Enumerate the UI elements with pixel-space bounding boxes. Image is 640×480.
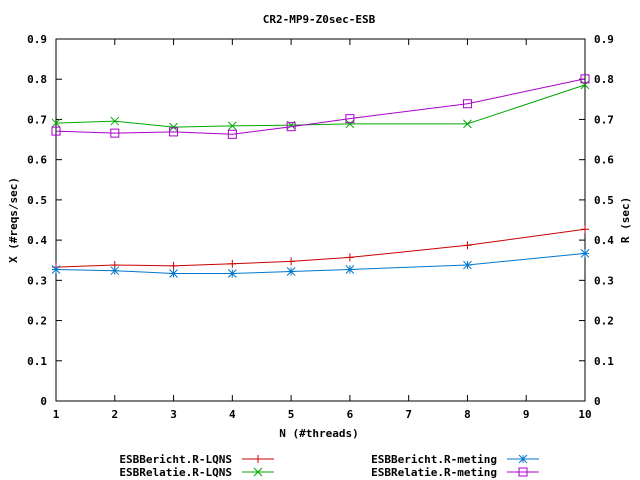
x-tick-label: 9	[523, 408, 530, 421]
y-tick-label: 0.8	[27, 73, 47, 86]
y-tick-label: 0.5	[27, 194, 47, 207]
legend-swatch-marker	[253, 467, 263, 477]
legend-label: ESBBericht.R-LQNS	[119, 453, 232, 466]
data-point	[169, 122, 178, 132]
series-3	[51, 74, 590, 139]
x-tick-label: 2	[111, 408, 118, 421]
y2-tick-label: 0.1	[594, 355, 614, 368]
data-point	[51, 118, 61, 128]
data-point	[580, 80, 590, 90]
y-tick-label: 0.3	[27, 274, 47, 287]
data-point	[110, 116, 120, 126]
legend-swatch-marker	[518, 467, 528, 477]
x-tick-label: 8	[464, 408, 471, 421]
data-point	[169, 261, 178, 270]
data-point	[228, 259, 237, 268]
y-axis-label: X (#reqs/sec)	[7, 177, 20, 263]
data-point	[463, 260, 472, 270]
y-tick-label: 0	[40, 395, 47, 408]
y-axis-left: 0 0.1 0.2 0.3 0.4 0.5 0.6 0.7 0.8 0.9	[27, 33, 62, 408]
y2-tick-label: 0.3	[594, 274, 614, 287]
y2-tick-label: 0	[594, 395, 601, 408]
legend-swatch-marker	[254, 455, 262, 463]
legend-label: ESBRelatie.R-LQNS	[119, 466, 232, 479]
legend-entry: ESBBericht.R-LQNS	[119, 453, 274, 466]
data-point	[462, 99, 472, 109]
legend-label: ESBBericht.R-meting	[371, 453, 497, 466]
data-point	[580, 74, 590, 84]
data-point	[169, 127, 179, 137]
chart-title: CR2-MP9-Z0sec-ESB	[263, 13, 376, 26]
legend-entry: ESBBericht.R-meting	[371, 453, 539, 466]
x-tick-label: 7	[405, 408, 412, 421]
x-tick-label: 5	[288, 408, 295, 421]
x-tick-label: 6	[347, 408, 354, 421]
y2-tick-label: 0.5	[594, 194, 614, 207]
data-point	[463, 119, 472, 129]
data-point	[110, 266, 120, 276]
data-point	[169, 269, 178, 278]
data-point	[345, 265, 355, 274]
data-point	[463, 241, 472, 250]
legend-swatch-marker	[518, 454, 528, 464]
data-point	[345, 114, 355, 124]
y2-axis-label: R (sec)	[619, 197, 632, 243]
series-line	[55, 84, 586, 128]
y2-tick-label: 0.8	[594, 73, 614, 86]
data-point	[286, 267, 296, 276]
series-2	[51, 249, 590, 278]
series-0	[52, 225, 589, 272]
data-point	[287, 257, 296, 266]
y2-tick-label: 0.7	[594, 113, 614, 126]
series-line	[55, 78, 586, 135]
y-tick-label: 0.4	[27, 234, 47, 247]
y-tick-label: 0.2	[27, 315, 47, 328]
y-tick-label: 0.7	[27, 113, 47, 126]
y2-tick-label: 0.6	[594, 154, 614, 167]
data-point	[580, 249, 590, 258]
data-point	[227, 269, 237, 278]
series-1	[51, 80, 590, 132]
x-tick-label: 1	[53, 408, 60, 421]
data-point	[581, 225, 589, 234]
data-point	[51, 265, 61, 274]
data-point	[110, 128, 120, 138]
y-tick-label: 0.1	[27, 355, 47, 368]
legend-label: ESBRelatie.R-meting	[371, 466, 497, 479]
data-point	[345, 253, 354, 262]
y-axis-right: 0 0.1 0.2 0.3 0.4 0.5 0.6 0.7 0.8 0.9	[579, 33, 614, 408]
series-line	[55, 228, 586, 268]
x-tick-label: 4	[229, 408, 236, 421]
data-point	[345, 119, 355, 129]
y2-tick-label: 0.4	[594, 234, 614, 247]
series-layer	[51, 74, 590, 278]
legend-entry: ESBRelatie.R-meting	[371, 466, 539, 479]
data-point	[227, 121, 237, 131]
data-point	[286, 122, 296, 132]
y-tick-label: 0.6	[27, 154, 47, 167]
legend-entry: ESBRelatie.R-LQNS	[119, 466, 274, 479]
series-line	[55, 252, 586, 274]
data-point	[227, 129, 237, 139]
x-axis-label: N (#threads)	[279, 427, 358, 440]
y2-tick-label: 0.9	[594, 33, 614, 46]
plot-frame	[55, 38, 586, 402]
x-axis: 1 2 3 4 5 6 7 8 9 10	[53, 39, 592, 421]
x-tick-label: 10	[578, 408, 591, 421]
x-tick-label: 3	[170, 408, 177, 421]
y2-tick-label: 0.2	[594, 315, 614, 328]
y-tick-label: 0.9	[27, 33, 47, 46]
data-point	[51, 126, 61, 136]
